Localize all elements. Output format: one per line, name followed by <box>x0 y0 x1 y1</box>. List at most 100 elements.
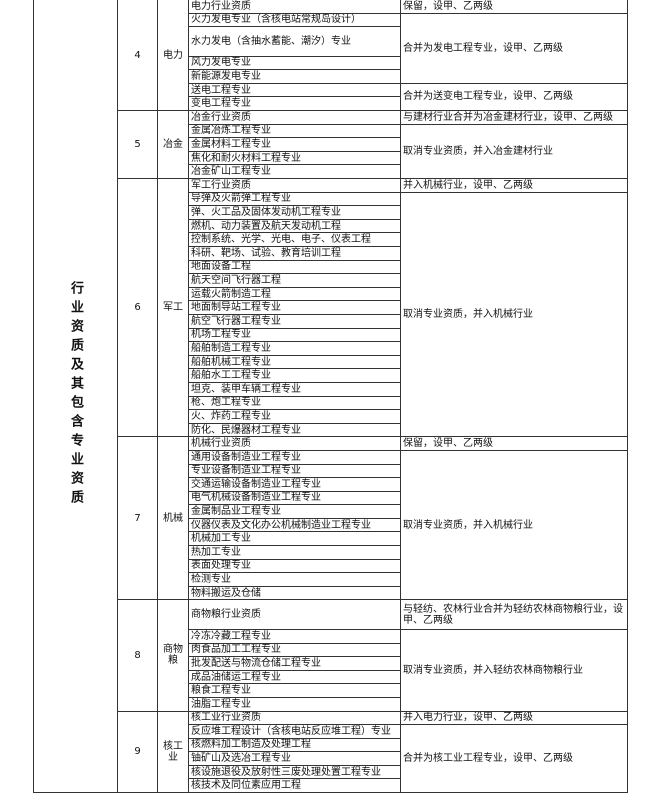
item: 地面制导站工程专业 <box>188 300 401 315</box>
item: 批发配送与物流仓储工程专业 <box>188 656 401 671</box>
table-row: 导弹及火箭弹工程专业 取消专业资质，并入机械行业 <box>34 191 628 438</box>
remark: 取消专业资质，并入机械行业 <box>400 191 628 438</box>
item: 反应堆工程设计（含核电站反应堆工程）专业 <box>188 724 401 739</box>
table-row: 水力发电（含抽水蓄能、潮汐）专业 <box>34 26 628 57</box>
item: 科研、靶场、试验、教育培训工程 <box>188 246 401 261</box>
item: 焦化和耐火材料工程专业 <box>188 150 401 166</box>
item: 电力行业资质 <box>188 0 401 14</box>
item: 交通运输设备制造业工程专业 <box>188 477 401 492</box>
item: 冶金矿山工程专业 <box>188 164 401 180</box>
remark: 保留，设甲、乙两级 <box>400 436 628 451</box>
table-row: 送电工程专业 合并为送变电工程专业，设甲、乙两级 <box>34 82 628 112</box>
item: 物料搬运及仓储 <box>188 585 401 601</box>
item: 冶金行业资质 <box>188 110 401 125</box>
table-row: 冷冻冷藏工程专业 取消专业资质，并入轻纺农林商物粮行业 <box>34 628 628 712</box>
item: 军工行业资质 <box>188 178 401 193</box>
group-name: 机械 <box>157 436 189 601</box>
table-row: 8 商物粮 商物粮行业资质 与轻纺、农林行业合并为轻纺农林商物粮行业，设甲、乙两级 <box>34 599 628 712</box>
item: 燃机、动力装置及航天发动机工程 <box>188 218 401 234</box>
group-name: 核工业 <box>157 710 189 794</box>
item: 核设施退役及放射性三废处理处置工程专业 <box>188 764 401 780</box>
item: 通用设备制造业工程专业 <box>188 449 401 465</box>
item: 船舶水工工程专业 <box>188 368 401 383</box>
group-number: 8 <box>117 599 158 712</box>
table-row: 9 核工业 核工业行业资质 并入电力行业，设甲、乙两级 <box>34 710 628 794</box>
item: 航空飞行器工程专业 <box>188 313 401 329</box>
qualification-table: 行业资质及其包含专业资质 4 电力 电力行业资质 保留，设甲、乙两级 火力发电专业（含核电… <box>33 0 628 794</box>
item: 机械行业资质 <box>188 436 401 451</box>
item: 导弹及火箭弹工程专业 <box>188 191 401 207</box>
table-row: 通用设备制造业工程专业 取消专业资质，并入机械行业 <box>34 449 628 601</box>
item: 金属材料工程专业 <box>188 137 401 152</box>
group-name: 军工 <box>157 178 189 438</box>
remark: 合并为发电工程专业，设甲、乙两级 <box>400 12 628 84</box>
table-row: 核技术及同位素应用工程 <box>34 778 628 794</box>
group-name: 冶金 <box>157 110 189 180</box>
item: 送电工程专业 <box>188 82 401 98</box>
item: 冷冻冷藏工程专业 <box>188 628 401 644</box>
group-number: 4 <box>117 0 158 112</box>
group-number: 7 <box>117 436 158 601</box>
group-name: 商物粮 <box>157 599 189 712</box>
table-row: 火力发电专业（含核电站常规岛设计） 合并为发电工程专业，设甲、乙两级 <box>34 12 628 84</box>
remark: 并入机械行业，设甲、乙两级 <box>400 178 628 193</box>
item: 核工业行业资质 <box>188 710 401 726</box>
table-row: 7 机械 机械行业资质 保留，设甲、乙两级 <box>34 436 628 601</box>
group-number: 6 <box>117 178 158 438</box>
remark: 保留，设甲、乙两级 <box>400 0 628 14</box>
remark: 合并为核工业工程专业，设甲、乙两级 <box>400 724 628 794</box>
item: 船舶制造工程专业 <box>188 341 401 356</box>
item: 水力发电（含抽水蓄能、潮汐）专业 <box>188 26 401 57</box>
item: 火、炸药工程专业 <box>188 409 401 424</box>
item: 地面设备工程 <box>188 259 401 275</box>
item: 船舶机械工程专业 <box>188 354 401 370</box>
item: 核燃料加工制造及处理工程 <box>188 737 401 753</box>
item: 核技术及同位素应用工程 <box>188 778 401 794</box>
item: 坦克、装甲车辆工程专业 <box>188 381 401 397</box>
item: 火力发电专业（含核电站常规岛设计） <box>188 12 401 28</box>
item: 防化、民爆器材工程专业 <box>188 422 401 438</box>
table-row: 行业资质及其包含专业资质 4 电力 电力行业资质 保留，设甲、乙两级 <box>33 0 628 794</box>
item: 仪器仪表及文化办公机械制造业工程专业 <box>188 517 401 533</box>
item: 控制系统、光学、光电、电子、仪表工程 <box>188 232 401 247</box>
item: 新能源发电专业 <box>188 69 401 84</box>
item: 商物粮行业资质 <box>188 599 401 630</box>
remark: 并入电力行业，设甲、乙两级 <box>400 710 628 726</box>
table-row: 6 军工 军工行业资质 并入机械行业，设甲、乙两级 <box>34 178 628 438</box>
table-row: 金属冶炼工程专业 取消专业资质，并入冶金建材行业 <box>34 123 628 180</box>
group-number: 5 <box>117 110 158 180</box>
remark: 取消专业资质，并入轻纺农林商物粮行业 <box>400 628 628 712</box>
item: 粮食工程专业 <box>188 683 401 698</box>
remark: 取消专业资质，并入机械行业 <box>400 449 628 601</box>
remark: 取消专业资质，并入冶金建材行业 <box>400 123 628 180</box>
item: 电气机械设备制造业工程专业 <box>188 490 401 506</box>
item: 航天空间飞行器工程 <box>188 273 401 288</box>
remark: 合并为送变电工程专业，设甲、乙两级 <box>400 82 628 112</box>
table-row: 5 冶金 冶金行业资质 与建材行业合并为冶金建材行业，设甲、乙两级 <box>34 110 628 180</box>
item: 成品油储运工程专业 <box>188 669 401 685</box>
item: 热加工专业 <box>188 545 401 560</box>
item: 风力发电专业 <box>188 55 401 71</box>
table-row: 反应堆工程设计（含核电站反应堆工程）专业 合并为核工业工程专业，设甲、乙两级 <box>34 724 628 794</box>
item: 弹、火工品及固体发动机工程专业 <box>188 205 401 220</box>
item: 枪、炮工程专业 <box>188 395 401 411</box>
side-label-cell: 行业资质及其包含专业资质 <box>33 0 118 794</box>
remark: 与轻纺、农林行业合并为轻纺农林商物粮行业，设甲、乙两级 <box>400 599 628 630</box>
item: 金属制品业工程专业 <box>188 504 401 519</box>
item: 变电工程专业 <box>188 96 401 112</box>
item: 油脂工程专业 <box>188 696 401 712</box>
item: 检测专业 <box>188 572 401 587</box>
item: 金属冶炼工程专业 <box>188 123 401 139</box>
item: 表面处理专业 <box>188 558 401 574</box>
item: 肉食品加工工程专业 <box>188 642 401 658</box>
item: 运载火箭制造工程 <box>188 286 401 302</box>
item: 专业设备制造业工程专业 <box>188 463 401 479</box>
item: 机场工程专业 <box>188 327 401 343</box>
table-body: 行业资质及其包含专业资质 4 电力 电力行业资质 保留，设甲、乙两级 火力发电专业（含核电… <box>33 0 628 794</box>
group-name: 电力 <box>157 0 189 112</box>
item: 铀矿山及选冶工程专业 <box>188 751 401 766</box>
side-label: 行业资质及其包含专业资质 <box>68 280 83 509</box>
item: 机械加工专业 <box>188 531 401 547</box>
group-number: 9 <box>117 710 158 794</box>
